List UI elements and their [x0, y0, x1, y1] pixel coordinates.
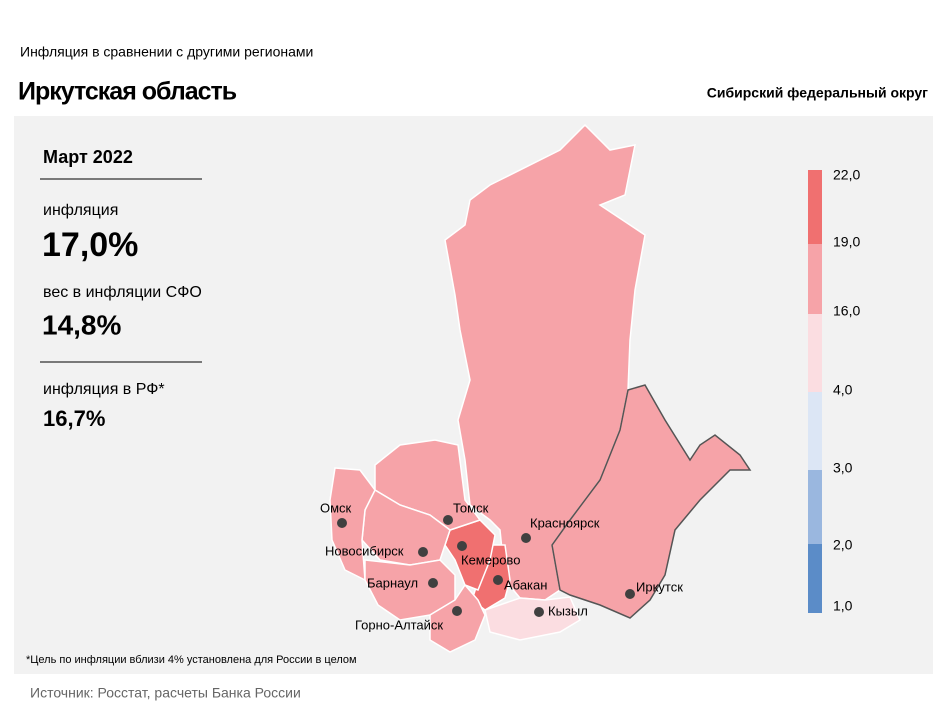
label: инфляция в РФ*: [43, 381, 165, 398]
legend-swatch: [808, 392, 822, 470]
city: Томск: [453, 500, 489, 515]
legend-tick: 2,0: [833, 537, 853, 553]
legend-swatch: [808, 544, 822, 613]
legend-tick: 22,0: [833, 167, 860, 183]
title: Иркутская область: [18, 78, 237, 106]
legend-swatch: [808, 470, 822, 544]
city: Новосибирск: [325, 543, 404, 558]
city-dot: [443, 515, 453, 525]
footnote: *Цель по инфляции вблизи 4% установлена …: [26, 654, 357, 666]
legend-bar: [808, 170, 822, 613]
city: Абакан: [504, 577, 547, 592]
region-krasnoyarsk: [444, 123, 646, 601]
city: Горно-Алтайск: [355, 617, 443, 632]
map: [329, 123, 752, 653]
city-dot: [337, 518, 347, 528]
region-omsk: [329, 467, 376, 582]
city-dot: [625, 589, 635, 599]
city: Омск: [320, 500, 352, 515]
city: Красноярск: [530, 515, 600, 530]
city-dot: [457, 541, 467, 551]
district: Сибирский федеральный округ: [707, 85, 928, 101]
value: 14,8%: [42, 309, 121, 340]
city-dot: [452, 606, 462, 616]
city: Барнаул: [367, 575, 418, 590]
legend-swatch: [808, 244, 822, 314]
city-labels: Омск Томск Красноярск Новосибирск Кемеро…: [320, 500, 683, 632]
city-dot: [428, 578, 438, 588]
legend-tick: 16,0: [833, 303, 860, 319]
label: вес в инфляции СФО: [43, 284, 202, 301]
legend-tick: 19,0: [833, 234, 860, 250]
period: Март 2022: [43, 147, 133, 167]
legend-tick: 1,0: [833, 598, 853, 614]
city-dot: [418, 547, 428, 557]
city: Кемерово: [461, 552, 520, 567]
legend-swatch: [808, 314, 822, 392]
city-dot: [493, 575, 503, 585]
region-altai-rep: [429, 583, 486, 653]
subtitle: Инфляция в сравнении с другими регионами: [20, 44, 313, 60]
city-dot: [521, 533, 531, 543]
city: Кызыл: [548, 603, 588, 618]
value: 17,0%: [42, 226, 138, 264]
legend-tick: 4,0: [833, 382, 853, 398]
region-kemerovo: [444, 519, 496, 591]
region-tyva: [484, 596, 581, 641]
legend-swatch: [808, 170, 822, 244]
source: Источник: Росстат, расчеты Банка России: [30, 685, 301, 701]
city-dots: [337, 515, 635, 617]
legend-ticks: 22,0 19,0 16,0 4,0 3,0 2,0 1,0: [833, 167, 860, 614]
value: 16,7%: [43, 406, 105, 431]
label: инфляция: [43, 202, 118, 219]
city: Иркутск: [636, 579, 683, 594]
region-irkutsk: [551, 384, 752, 619]
city-dot: [534, 607, 544, 617]
legend-tick: 3,0: [833, 460, 853, 476]
